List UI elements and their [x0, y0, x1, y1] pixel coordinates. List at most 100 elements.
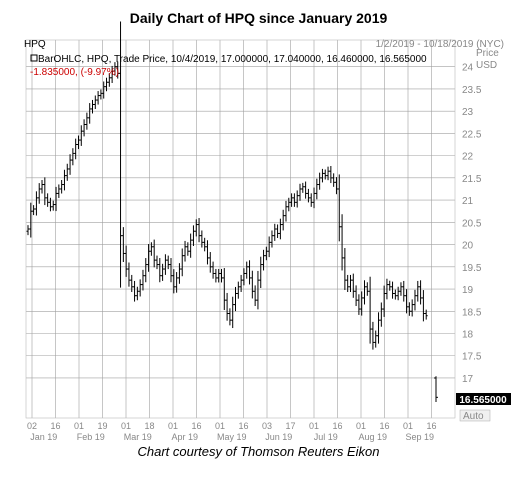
ohlc-bar: [416, 280, 420, 302]
x-tick-label: 01: [168, 421, 178, 431]
ohlc-bar: [177, 263, 181, 284]
ohlc-bar: [368, 276, 372, 344]
ohlc-bar: [399, 282, 403, 296]
y-tick-label: 17: [462, 374, 474, 385]
ohlc-bar: [396, 286, 400, 301]
ohlc-bar: [393, 289, 397, 300]
ohlc-bar: [161, 263, 165, 281]
x-tick-label: 19: [97, 421, 107, 431]
ohlc-bar: [175, 272, 179, 293]
ohlc-bar: [391, 281, 395, 299]
ohlc-bar: [231, 296, 235, 329]
ohlc-bar: [57, 184, 61, 198]
ohlc-bar: [276, 224, 280, 238]
ohlc-bar: [250, 270, 254, 299]
ohlc-bar: [278, 218, 282, 240]
chart-title: Daily Chart of HPQ since January 2019: [129, 10, 388, 26]
ohlc-bar: [377, 312, 381, 344]
ohlc-bar: [421, 290, 425, 322]
x-month-label: Jun 19: [265, 432, 292, 442]
ohlc-bar: [37, 183, 41, 204]
ohlc-bar: [256, 270, 260, 310]
ohlc-bar: [312, 187, 316, 209]
ohlc-bar: [337, 174, 341, 242]
gridlines: [25, 39, 456, 419]
auto-scale-button[interactable]: [459, 409, 491, 422]
last-price-badge: [456, 393, 511, 405]
ohlc-bar: [234, 286, 238, 312]
ohlc-bar: [158, 258, 162, 283]
y-tick-label: 23.5: [462, 85, 482, 96]
ohlc-bar: [147, 244, 151, 272]
y-tick-label: 19.5: [462, 263, 482, 274]
symbol-label: HPQ: [24, 39, 46, 50]
price-bars: [26, 21, 438, 402]
ohlc-bar: [60, 179, 64, 194]
ohlc-bar: [301, 182, 305, 193]
ohlc-bar: [65, 163, 69, 181]
ohlc-bar: [379, 302, 383, 327]
ohlc-bar: [124, 245, 128, 277]
ohlc-bar: [102, 81, 106, 99]
ohlc-bar: [194, 219, 198, 237]
ohlc-bar: [214, 268, 218, 283]
chart-caption: Chart courtesy of Thomson Reuters Eikon: [137, 444, 380, 459]
plot-frame: [25, 39, 456, 419]
ohlc-bar: [93, 95, 97, 110]
ohlc-bar: [99, 89, 103, 100]
ohlc-bar: [340, 214, 344, 271]
ohlc-bar: [127, 262, 131, 287]
price-axis-title: Price: [476, 48, 499, 59]
ohlc-bar: [62, 169, 66, 191]
ohlc-bar: [354, 285, 358, 307]
ohlc-bar: [79, 125, 83, 146]
y-tick-label: 18: [462, 330, 474, 341]
x-tick-label: 01: [74, 421, 84, 431]
ohlc-bar: [29, 202, 33, 238]
x-tick-label: 18: [144, 421, 154, 431]
y-tick-label: 18.5: [462, 307, 482, 318]
ohlc-bar: [292, 193, 296, 207]
ohlc-bar: [374, 330, 378, 348]
x-tick-label: 03: [262, 421, 272, 431]
ohlc-bar: [371, 321, 375, 350]
y-tick-label: 19: [462, 285, 474, 296]
ohlc-bar: [85, 112, 89, 130]
ohlc-bar: [315, 178, 319, 200]
y-tick-label: 17.5: [462, 352, 482, 363]
ohlc-bar: [68, 154, 72, 175]
ohlc-bar: [357, 294, 361, 315]
x-tick-label: 01: [403, 421, 413, 431]
ohlc-bar: [105, 77, 109, 92]
ohlc-bar: [424, 309, 428, 320]
ohlc-bar: [197, 218, 201, 243]
ohlc-bar-last: [434, 376, 438, 402]
ohlc-bar: [239, 274, 243, 293]
ohlc-bar: [309, 193, 313, 207]
ohlc-bar: [183, 240, 187, 262]
ohlc-bar: [320, 168, 324, 183]
ohlc-bar: [46, 193, 50, 207]
x-month-label: Jan 19: [30, 432, 57, 442]
ohlc-bar: [32, 205, 36, 216]
ohlc-bar: [26, 225, 30, 236]
ohlc-bar: [323, 169, 327, 180]
ohlc-bar: [208, 252, 212, 273]
ohlc-bar: [113, 62, 117, 76]
ohlc-bar: [343, 248, 347, 291]
y-tick-label: 23: [462, 107, 474, 118]
ohlc-bar: [130, 274, 134, 293]
ohlc-bar: [155, 255, 159, 270]
ohlc-bar: [329, 165, 333, 184]
ohlc-bar: [382, 285, 386, 317]
x-month-label: Mar 19: [124, 432, 152, 442]
ohlc-bar: [203, 237, 207, 252]
y-tick-label: 20: [462, 241, 474, 252]
ohlc-bar: [388, 280, 392, 291]
ohlc-bar: [96, 91, 100, 105]
ohlc-bar: [107, 73, 111, 87]
ohlc-bar: [298, 183, 302, 201]
ohlc-bar: [135, 286, 139, 301]
auto-scale-label: Auto: [463, 411, 484, 422]
ohlc-bar: [259, 256, 263, 289]
